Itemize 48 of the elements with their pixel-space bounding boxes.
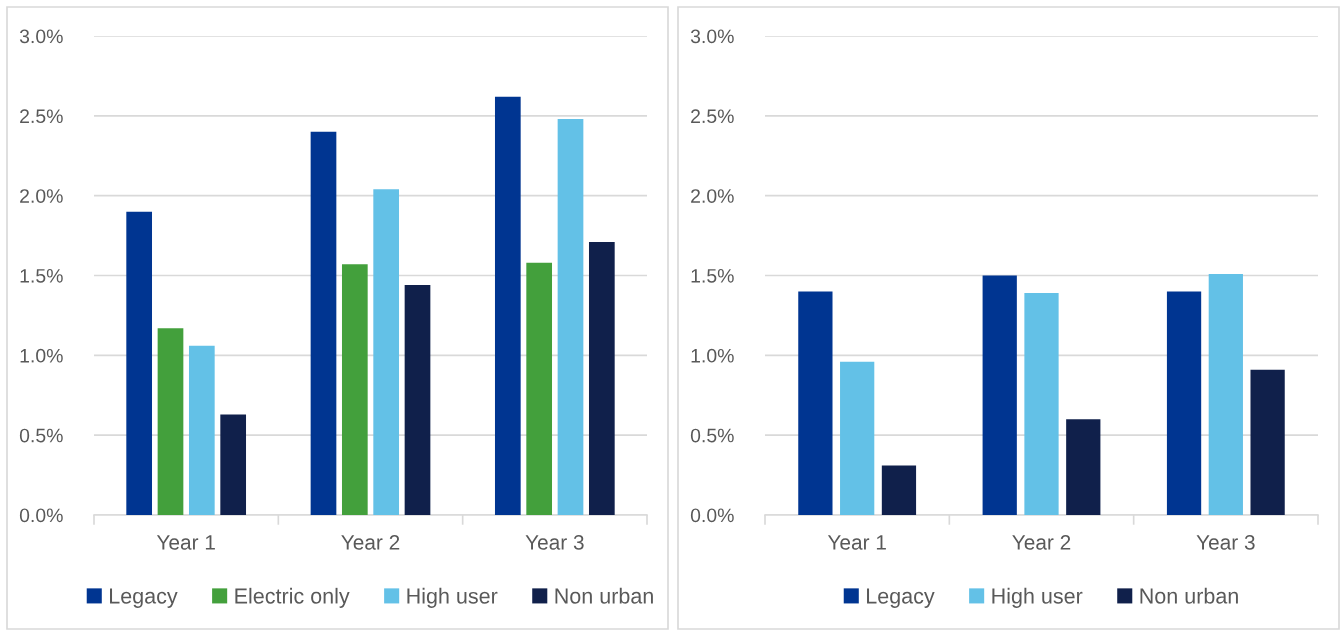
legend-label: Non urban: [1140, 587, 1238, 604]
bar: [588, 241, 615, 515]
bar: [526, 262, 553, 515]
bar: [494, 96, 521, 515]
bar: [310, 131, 337, 515]
bar: [1066, 419, 1101, 515]
legend-label: Non urban: [555, 587, 653, 604]
bar: [1208, 273, 1243, 515]
x-tick-label: Year 3: [1196, 534, 1255, 550]
x-tick-label: Year 1: [156, 535, 215, 550]
y-tick-label: 0.0%: [690, 508, 734, 523]
bar: [557, 119, 584, 515]
y-tick-label: 1.0%: [691, 348, 734, 363]
legend-label: Legacy: [110, 588, 178, 608]
bar: [1250, 369, 1285, 515]
bar: [840, 361, 875, 515]
y-tick-label: 1.0%: [20, 348, 63, 363]
y-tick-label: 1.5%: [20, 269, 63, 283]
legend-label: High user: [992, 587, 1083, 608]
y-tick-label: 3.0%: [690, 29, 734, 44]
x-tick-label: Year 2: [1012, 534, 1071, 550]
legend-label: Electric only: [235, 587, 350, 608]
bar: [126, 211, 153, 515]
x-tick-label: Year 2: [341, 534, 400, 550]
bar: [798, 291, 833, 515]
y-tick-label: 3.0%: [19, 29, 63, 44]
legend-label: High user: [407, 587, 498, 608]
bar: [404, 285, 431, 515]
bar: [373, 189, 400, 515]
bar: [1166, 291, 1202, 515]
y-tick-label: 1.5%: [691, 269, 734, 283]
bar: [188, 345, 215, 515]
bar: [1024, 293, 1059, 515]
y-tick-label: 2.5%: [691, 109, 734, 124]
bar: [881, 465, 917, 515]
y-tick-label: 0.5%: [19, 428, 63, 443]
x-tick-label: Year 3: [525, 534, 584, 550]
x-tick-label: Year 1: [827, 535, 886, 550]
y-tick-label: 0.0%: [19, 508, 63, 523]
legend-label: Legacy: [867, 588, 935, 608]
y-tick-label: 0.5%: [690, 428, 734, 443]
y-tick-label: 2.0%: [691, 189, 734, 203]
bar: [220, 414, 247, 515]
bar: [982, 275, 1017, 515]
y-tick-label: 2.0%: [20, 189, 63, 203]
bar: [157, 328, 184, 515]
y-tick-label: 2.5%: [20, 109, 63, 124]
bar: [341, 264, 368, 515]
